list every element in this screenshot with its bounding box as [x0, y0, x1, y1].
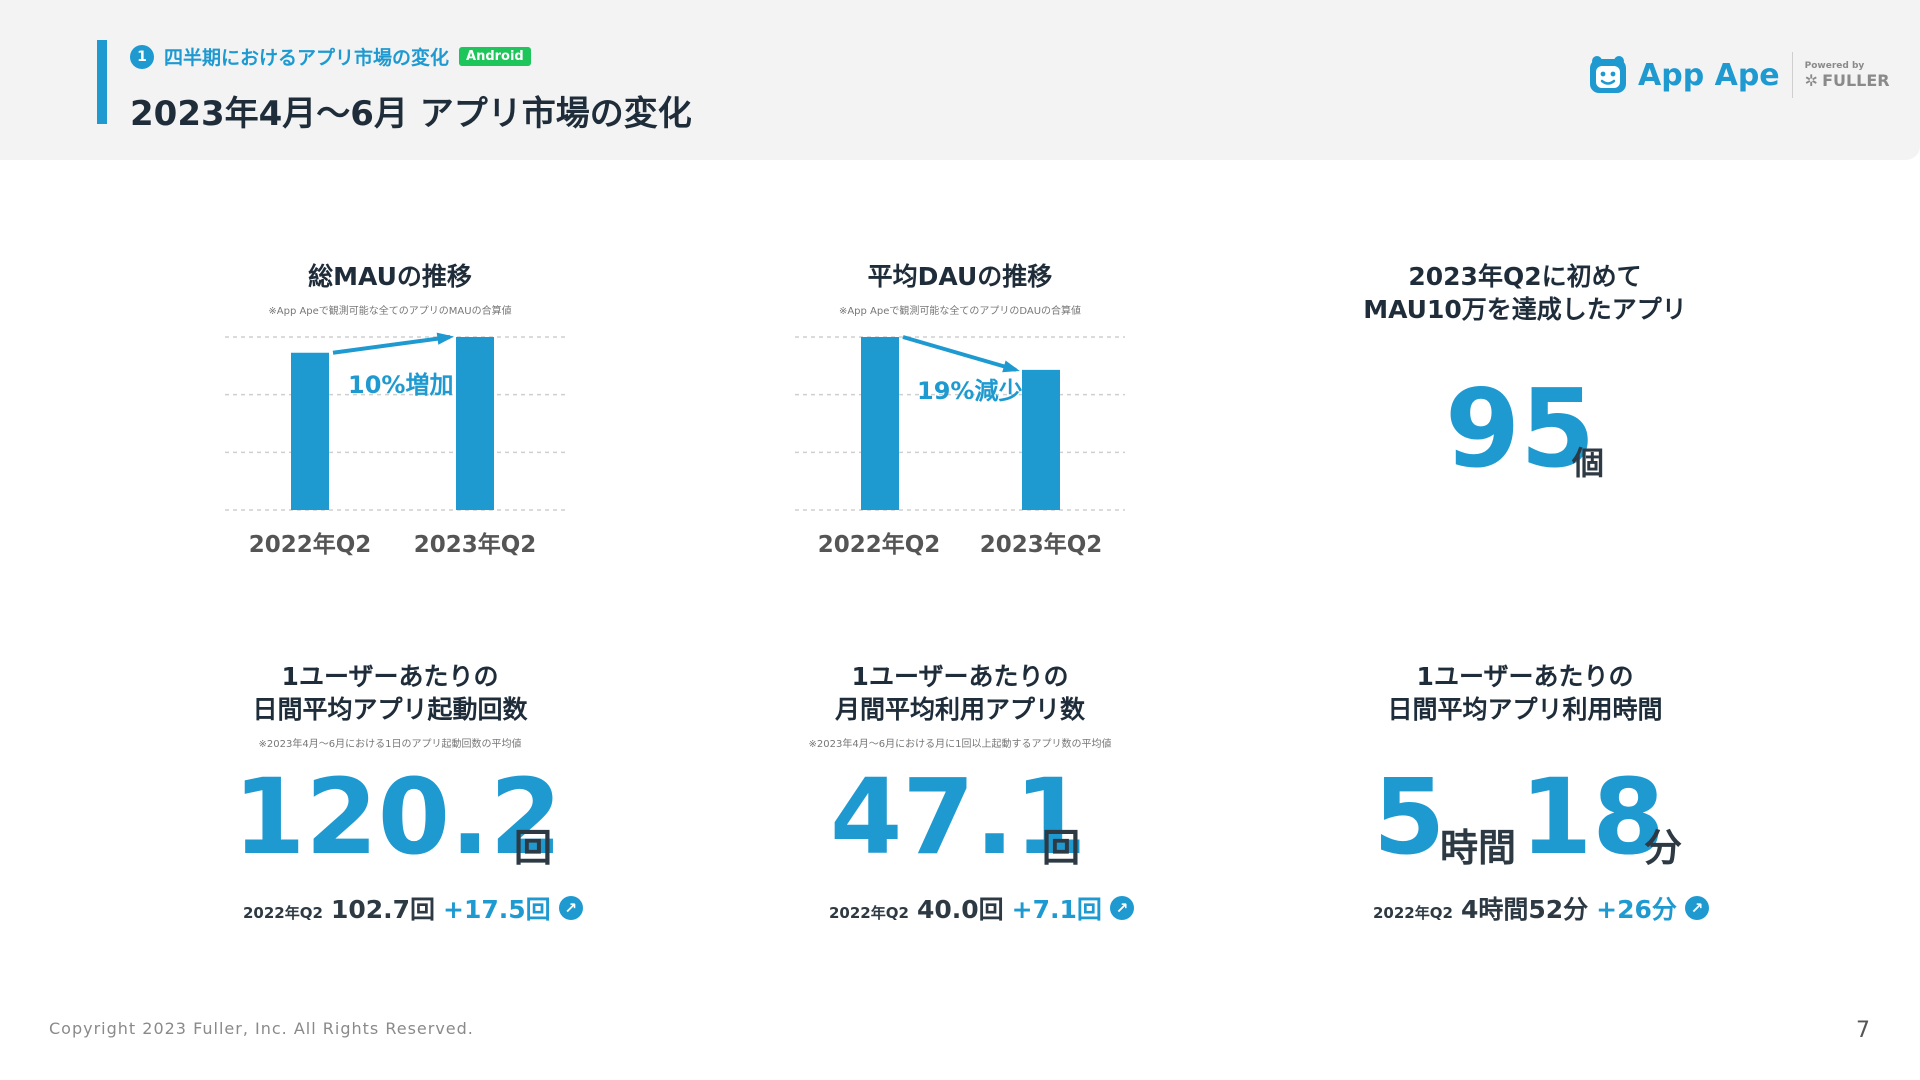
dau-chart-note: ※App Apeで観測可能な全てのアプリのDAUの合算値	[838, 306, 1082, 317]
logo-name: App Ape	[1638, 57, 1780, 93]
monthly-apps-title-line2: 月間平均利用アプリ数	[834, 695, 1085, 724]
daily-time-title-line2: 日間平均アプリ利用時間	[1387, 695, 1663, 724]
ape-face-icon	[1590, 56, 1626, 93]
monthly-apps-delta: +7.1回	[1011, 895, 1102, 924]
monthly-apps-prev-label: 2022年Q2	[829, 904, 909, 922]
daily-launches-note: ※2023年4月〜6月における1日のアプリ起動回数の平均値	[258, 739, 522, 750]
new-apps-title: 2023年Q2に初めて MAU10万を達成したアプリ	[1330, 260, 1720, 326]
app-ape-logo: App Ape Powered by ✲ FULLER	[1588, 52, 1890, 98]
mau-x-label-0: 2022年Q2	[248, 532, 372, 558]
daily-time-delta: +26分	[1596, 895, 1677, 924]
mau-chart-note: ※App Apeで観測可能な全てのアプリのMAUの合算値	[268, 306, 512, 317]
monthly-apps-title: 1ユーザーあたりの 月間平均利用アプリ数	[780, 660, 1140, 726]
daily-time-title-line1: 1ユーザーあたりの	[1416, 662, 1634, 691]
mau-x-label-1: 2023年Q2	[413, 532, 537, 558]
daily-time-minutes-unit: 分	[1644, 826, 1683, 870]
daily-launches-delta: +17.5回	[443, 895, 551, 924]
page-number: 7	[1856, 1018, 1870, 1043]
new-apps-value: 95	[1445, 367, 1596, 492]
dau-trend-arrow-line	[902, 335, 1017, 372]
logo-divider	[1791, 52, 1793, 98]
title-accent-bar	[97, 40, 107, 124]
dau-bar-chart	[795, 335, 1125, 511]
fuller-wordmark: ✲ FULLER	[1805, 71, 1890, 90]
mau-change-label: 10%増加	[348, 371, 454, 399]
monthly-apps-note: ※2023年4月〜6月における月に1回以上起動するアプリ数の平均値	[808, 739, 1112, 750]
new-apps-unit: 個	[1572, 444, 1605, 482]
monthly-apps-value: 47.1	[830, 756, 1087, 878]
dau-change-label: 19%減少	[917, 377, 1023, 405]
daily-launches-prev-value: 102.7回	[330, 895, 436, 924]
dau-bar-1	[1022, 369, 1060, 510]
new-apps-title-line1: 2023年Q2に初めて	[1408, 262, 1642, 291]
mau-bar-0	[291, 352, 329, 510]
daily-launches-value: 120.2	[233, 756, 562, 878]
daily-launches-prev-label: 2022年Q2	[243, 904, 323, 922]
mau-trend-arrow-line	[332, 335, 451, 355]
arrow-up-right-icon: ↗	[558, 896, 583, 920]
daily-launches-unit: 回	[514, 826, 553, 870]
header-band: 1 四半期におけるアプリ市場の変化 Android 2023年4月〜6月 アプリ…	[0, 0, 1920, 160]
monthly-apps-unit: 回	[1042, 826, 1081, 870]
arrow-up-right-icon: ↗	[1684, 896, 1709, 920]
mau-chart-title: 総MAUの推移	[308, 262, 472, 291]
monthly-apps-title-line1: 1ユーザーあたりの	[851, 662, 1069, 691]
daily-time-prev-label: 2022年Q2	[1373, 904, 1453, 922]
dau-chart-title: 平均DAUの推移	[867, 262, 1053, 291]
mau-bar-1	[456, 337, 494, 510]
dau-trend-arrowhead-icon	[1002, 360, 1020, 373]
section-eyebrow: 1 四半期におけるアプリ市場の変化 Android	[130, 43, 531, 70]
powered-by-label: Powered by	[1804, 60, 1865, 71]
monthly-apps-comparison: 2022年Q2 40.0回 +7.1回 ↗	[829, 890, 1134, 926]
daily-launches-title: 1ユーザーあたりの 日間平均アプリ起動回数	[210, 660, 570, 726]
monthly-apps-prev-value: 40.0回	[916, 895, 1004, 924]
dau-x-label-1: 2023年Q2	[979, 532, 1103, 558]
mau-trend-arrowhead-icon	[436, 332, 454, 345]
daily-launches-title-line1: 1ユーザーあたりの	[281, 662, 499, 691]
daily-time-prev-value: 4時間52分	[1460, 895, 1589, 924]
section-label: 四半期におけるアプリ市場の変化	[164, 47, 450, 69]
dau-x-label-0: 2022年Q2	[817, 532, 941, 558]
daily-time-hours: 5	[1373, 756, 1446, 878]
arrow-up-right-icon: ↗	[1109, 896, 1134, 920]
mau-bar-chart	[225, 332, 565, 511]
fuller-name: FULLER	[1822, 70, 1890, 90]
page-title: 2023年4月〜6月 アプリ市場の変化	[130, 94, 692, 134]
daily-time-hours-unit: 時間	[1440, 826, 1517, 870]
daily-time-title: 1ユーザーあたりの 日間平均アプリ利用時間	[1345, 660, 1705, 726]
daily-launches-title-line2: 日間平均アプリ起動回数	[252, 695, 528, 724]
daily-time-minutes: 18	[1520, 756, 1665, 878]
powered-by-block: Powered by ✲ FULLER	[1805, 61, 1890, 90]
fuller-mark-icon: ✲	[1804, 70, 1819, 90]
daily-time-comparison: 2022年Q2 4時間52分 +26分 ↗	[1373, 890, 1709, 926]
copyright: Copyright 2023 Fuller, Inc. All Rights R…	[49, 1019, 474, 1038]
daily-launches-comparison: 2022年Q2 102.7回 +17.5回 ↗	[243, 890, 583, 926]
dau-bar-0	[861, 337, 899, 510]
section-number-badge: 1	[130, 44, 154, 69]
new-apps-title-line2: MAU10万を達成したアプリ	[1363, 295, 1687, 324]
platform-badge: Android	[459, 47, 531, 66]
